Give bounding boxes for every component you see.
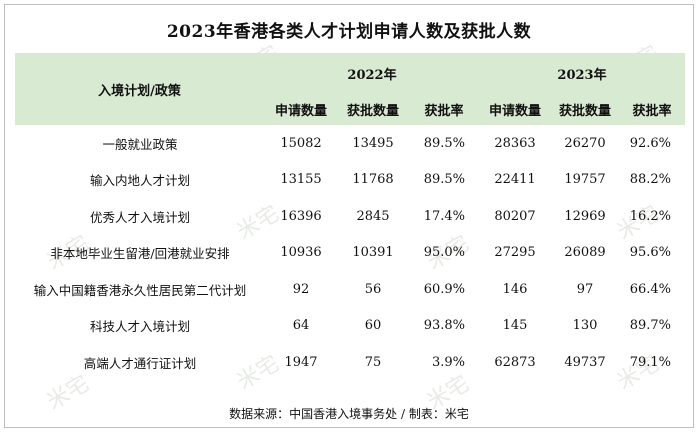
rate-2023: 92.6%	[629, 135, 671, 151]
apply-count-header-2023: 申请数量	[479, 93, 551, 125]
header-row-columns: 申请数量 获批数量 获批率 申请数量 获批数量 获批率	[15, 93, 685, 125]
table-row: 科技人才入境计划 64 60 93.8% 145 130 89.7%	[15, 308, 685, 345]
rate-2023: 95.6%	[629, 245, 671, 261]
approve-2022: 2845	[356, 208, 390, 224]
rate-2023: 66.4%	[629, 281, 671, 297]
apply-count-header-2022: 申请数量	[265, 93, 337, 125]
table-row: 输入内地人才计划 13155 11768 89.5% 22411 19757 8…	[15, 162, 685, 199]
apply-2022: 13155	[280, 172, 322, 188]
apply-2022: 1947	[284, 354, 318, 370]
data-source-note: 数据来源：中国香港入境事务处 / 制表：米宅	[229, 407, 469, 421]
table-row: 高端人才通行证计划 1947 75 3.9% 62873 49737 79.1%	[15, 344, 685, 381]
approve-2022: 13495	[352, 135, 394, 151]
page-title: 2023年香港各类人才计划申请人数及获批人数	[166, 22, 532, 42]
apply-2023: 28363	[494, 135, 536, 151]
approve-2023: 26270	[564, 135, 606, 151]
approve-rate-header-2023: 获批率	[619, 93, 685, 125]
rate-2022: 95.0%	[423, 245, 465, 261]
apply-2023: 22411	[494, 172, 536, 188]
year-2022-header: 2022年	[265, 53, 479, 93]
approve-2023: 26089	[564, 245, 606, 261]
apply-2022: 64	[292, 318, 310, 334]
approve-2022: 10391	[352, 245, 394, 261]
approve-2022: 60	[364, 318, 382, 334]
approve-count-header-2022: 获批数量	[337, 93, 409, 125]
policy-name: 科技人才入境计划	[89, 319, 190, 335]
apply-2023: 145	[502, 318, 528, 334]
policy-name: 输入内地人才计划	[89, 173, 190, 189]
year-2023-header: 2023年	[479, 53, 685, 93]
policy-name: 输入中国籍香港永久性居民第二代计划	[33, 282, 247, 298]
apply-2023: 80207	[494, 208, 536, 224]
approve-2022: 75	[364, 354, 382, 370]
apply-2022: 16396	[280, 208, 322, 224]
policy-name: 优秀人才入境计划	[89, 209, 190, 225]
apply-2022: 15082	[280, 135, 322, 151]
approve-count-header-2023: 获批数量	[551, 93, 619, 125]
table-frame: 2023年香港各类人才计划申请人数及获批人数 米宅 米宅 米宅 米宅 米宅 米宅…	[4, 4, 694, 428]
approve-2023: 130	[572, 318, 598, 334]
rate-2022: 17.4%	[423, 208, 465, 224]
header-row-years: 入境计划/政策 2022年 2023年	[15, 53, 685, 125]
table-row: 非本地毕业生留港/回港就业安排 10936 10391 95.0% 27295 …	[15, 235, 685, 272]
rate-2023: 88.2%	[629, 172, 671, 188]
table-row: 优秀人才入境计划 16396 2845 17.4% 80207 12969 16…	[15, 198, 685, 235]
apply-2023: 27295	[494, 245, 536, 261]
policy-name: 一般就业政策	[102, 136, 178, 152]
rate-2023: 89.7%	[629, 318, 671, 334]
approve-2023: 19757	[564, 172, 606, 188]
rate-2023: 79.1%	[629, 354, 671, 370]
approve-rate-header-2022: 获批率	[409, 93, 479, 125]
approve-2022: 56	[364, 281, 382, 297]
table-row: 输入中国籍香港永久性居民第二代计划 92 56 60.9% 146 97 66.…	[15, 271, 685, 308]
rate-2023: 16.2%	[629, 208, 671, 224]
table-row: 一般就业政策 15082 13495 89.5% 28363 26270 92.…	[15, 125, 685, 162]
approve-2023: 97	[576, 281, 594, 297]
policy-name: 高端人才通行证计划	[83, 355, 197, 371]
approve-2023: 12969	[564, 208, 606, 224]
rate-2022: 60.9%	[423, 281, 465, 297]
rate-2022: 93.8%	[423, 318, 465, 334]
apply-2023: 62873	[494, 354, 536, 370]
apply-2022: 92	[292, 281, 310, 297]
policy-name: 非本地毕业生留港/回港就业安排	[50, 246, 230, 262]
rate-2022: 89.5%	[423, 135, 465, 151]
apply-2023: 146	[502, 281, 528, 297]
policy-column-header: 入境计划/政策	[15, 53, 265, 125]
rate-2022: 89.5%	[423, 172, 465, 188]
talent-scheme-table: 入境计划/政策 2022年 2023年 申请数量 获批数量 获批率 申请数量 获…	[15, 53, 685, 381]
apply-2022: 10936	[280, 245, 322, 261]
approve-2023: 49737	[564, 354, 606, 370]
rate-2022: 3.9%	[431, 354, 465, 370]
approve-2022: 11768	[352, 172, 394, 188]
